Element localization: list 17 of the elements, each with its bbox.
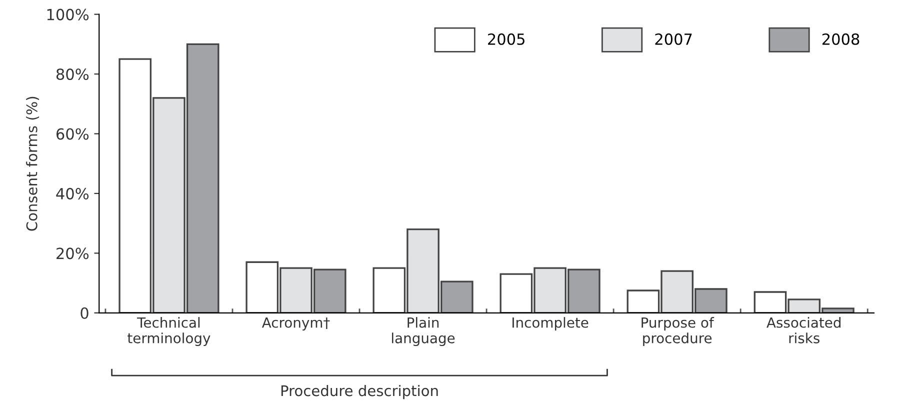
legend-label: 2007 <box>655 33 692 45</box>
x-tick-label: Associated risks <box>766 317 840 344</box>
y-tick-label: 100% <box>47 8 89 20</box>
y-axis-title: Consent forms (%) <box>26 96 40 231</box>
x-tick-label: Technical terminology <box>128 317 210 346</box>
text: Procedure description <box>281 384 438 400</box>
y-tick-label: 80% <box>56 68 89 80</box>
x-tick-label: Incomplete <box>512 317 588 330</box>
y-tick-label: 0 <box>80 307 88 319</box>
legend-label: 2008 <box>822 33 860 45</box>
x-tick-label: Plain language <box>392 317 455 346</box>
y-tick-label: 40% <box>56 188 89 200</box>
y-tick-label: 60% <box>56 128 89 140</box>
y-tick-label: 20% <box>56 248 89 260</box>
x-tick-label: Purpose of procedure <box>642 317 714 346</box>
x-tick-label: Acronym† <box>262 317 330 330</box>
legend-label: 2005 <box>488 33 524 45</box>
